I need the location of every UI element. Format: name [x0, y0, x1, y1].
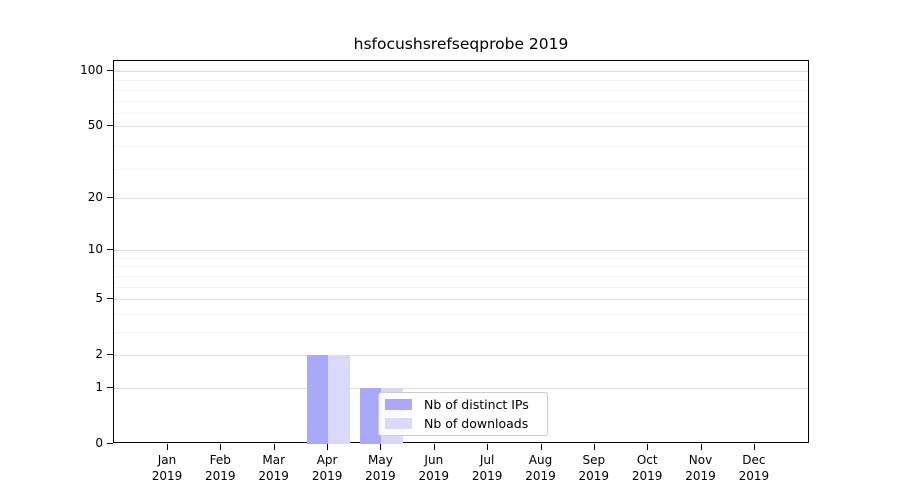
x-tick-label: Apr 2019: [295, 453, 359, 484]
minor-gridline: [114, 275, 808, 277]
x-tick-label: May 2019: [348, 453, 412, 484]
minor-gridline: [114, 113, 808, 115]
major-gridline: [114, 355, 808, 357]
month-label: Jul: [479, 453, 495, 467]
x-tick: [327, 444, 329, 450]
legend: Nb of distinct IPs Nb of downloads: [378, 392, 548, 436]
major-gridline: [114, 126, 808, 128]
legend-label: Nb of distinct IPs: [424, 397, 529, 412]
chart-title: hsfocushsrefseqprobe 2019: [353, 35, 569, 53]
x-tick: [273, 444, 275, 450]
x-tick: [540, 444, 542, 450]
month-label: Oct: [636, 453, 658, 467]
minor-gridline: [114, 266, 808, 268]
major-gridline: [114, 197, 808, 199]
minor-gridline: [114, 169, 808, 171]
y-tick-label: 2: [95, 347, 103, 362]
legend-swatch-downloads: [385, 418, 412, 429]
year-label: 2019: [738, 468, 770, 483]
minor-gridline: [114, 145, 808, 147]
year-label: 2019: [525, 468, 556, 483]
x-tick-label: Nov 2019: [669, 453, 733, 484]
year-label: 2019: [471, 468, 503, 483]
x-tick: [753, 444, 755, 450]
year-label: 2019: [258, 468, 289, 483]
y-tick: [107, 354, 113, 356]
minor-gridline: [114, 100, 808, 102]
year-label: 2019: [685, 468, 716, 483]
x-tick: [487, 444, 489, 450]
month-label: Sep: [582, 453, 606, 467]
month-label: Mar: [262, 453, 285, 467]
legend-item: Nb of downloads: [385, 414, 541, 433]
year-label: 2019: [205, 468, 236, 483]
y-tick: [107, 70, 113, 71]
y-tick-label: 1: [95, 380, 103, 394]
y-tick-label: 10: [87, 242, 103, 257]
major-gridline: [114, 250, 808, 252]
y-tick: [107, 125, 113, 127]
month-label: Jan: [157, 453, 177, 467]
x-tick-label: Sep 2019: [562, 453, 626, 484]
month-label: Apr: [316, 453, 338, 467]
x-tick: [433, 444, 435, 450]
y-tick-label: 0: [95, 436, 103, 450]
x-tick-label: Oct 2019: [615, 453, 679, 484]
y-tick-label: 100: [80, 63, 103, 77]
y-tick: [107, 387, 113, 388]
x-tick-label: Dec 2019: [722, 453, 786, 484]
x-tick-label: Aug 2019: [509, 453, 573, 484]
month-label: May: [367, 453, 393, 467]
x-tick: [700, 444, 702, 450]
month-label: Jun: [424, 453, 444, 467]
y-tick: [107, 196, 113, 198]
y-tick: [107, 443, 113, 444]
minor-gridline: [114, 80, 808, 82]
x-tick-label: Jul 2019: [455, 453, 519, 484]
year-label: 2019: [365, 468, 396, 483]
legend-label: Nb of downloads: [424, 416, 529, 431]
month-label: Nov: [688, 453, 713, 467]
x-tick-label: Feb 2019: [188, 453, 252, 484]
x-tick-label: Jan 2019: [135, 453, 199, 484]
legend-swatch-distinct-ips: [385, 399, 412, 410]
minor-gridline: [114, 313, 808, 315]
x-tick: [380, 444, 382, 450]
x-tick: [593, 444, 595, 450]
year-label: 2019: [631, 468, 663, 483]
year-label: 2019: [311, 468, 343, 483]
y-tick: [107, 249, 113, 251]
year-label: 2019: [418, 468, 450, 483]
minor-gridline: [114, 257, 808, 259]
month-label: Feb: [209, 453, 231, 467]
month-label: Dec: [742, 453, 766, 467]
month-label: Aug: [528, 453, 553, 467]
year-label: 2019: [578, 468, 610, 483]
x-tick-label: Mar 2019: [242, 453, 306, 484]
legend-item: Nb of distinct IPs: [385, 395, 541, 414]
major-gridline: [114, 299, 808, 301]
year-label: 2019: [151, 468, 183, 483]
plot-area: [113, 60, 809, 444]
minor-gridline: [114, 286, 808, 288]
minor-gridline: [114, 332, 808, 333]
bar-distinct-ips-may: [359, 388, 382, 444]
y-tick-label: 20: [87, 189, 103, 204]
x-tick: [647, 444, 649, 450]
major-gridline: [114, 71, 808, 72]
minor-gridline: [114, 89, 808, 91]
bar-distinct-ips-apr: [306, 355, 329, 444]
x-tick: [220, 444, 222, 450]
y-tick: [107, 298, 113, 300]
x-tick: [167, 444, 168, 450]
x-tick-label: Jun 2019: [402, 453, 466, 484]
bar-downloads-apr: [328, 355, 350, 444]
major-gridline: [114, 388, 808, 389]
y-tick-label: 5: [95, 291, 103, 306]
y-tick-label: 50: [87, 118, 103, 133]
